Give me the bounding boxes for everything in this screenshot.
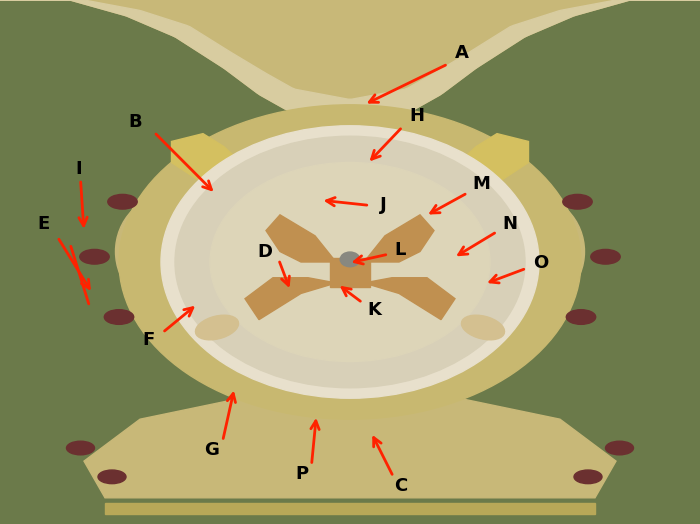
Ellipse shape	[574, 470, 602, 484]
Text: A: A	[455, 45, 469, 62]
Ellipse shape	[195, 315, 239, 340]
Ellipse shape	[66, 441, 94, 455]
Text: G: G	[204, 441, 219, 458]
Ellipse shape	[108, 194, 137, 209]
Ellipse shape	[119, 105, 581, 419]
Text: M: M	[473, 176, 491, 193]
Polygon shape	[364, 215, 434, 262]
Text: J: J	[380, 196, 387, 214]
Polygon shape	[330, 258, 370, 287]
Circle shape	[340, 252, 360, 267]
Ellipse shape	[80, 249, 109, 264]
Polygon shape	[458, 134, 528, 196]
Polygon shape	[364, 278, 455, 320]
Ellipse shape	[591, 249, 620, 264]
Ellipse shape	[606, 441, 634, 455]
Text: K: K	[368, 301, 382, 319]
Text: O: O	[533, 254, 548, 272]
Ellipse shape	[116, 194, 228, 309]
Polygon shape	[105, 503, 595, 514]
Text: C: C	[394, 477, 407, 495]
Polygon shape	[84, 388, 616, 498]
Polygon shape	[326, 34, 374, 89]
Ellipse shape	[461, 315, 505, 340]
Ellipse shape	[98, 470, 126, 484]
Ellipse shape	[563, 194, 592, 209]
Ellipse shape	[175, 136, 525, 388]
Text: F: F	[142, 331, 155, 348]
Text: L: L	[395, 242, 406, 259]
Polygon shape	[266, 215, 336, 262]
Polygon shape	[172, 134, 242, 196]
Text: N: N	[502, 215, 517, 233]
Text: E: E	[37, 215, 50, 233]
Text: D: D	[257, 243, 272, 260]
Ellipse shape	[161, 126, 539, 398]
Ellipse shape	[566, 310, 596, 324]
Text: I: I	[75, 160, 82, 178]
Ellipse shape	[473, 194, 584, 309]
Polygon shape	[245, 278, 336, 320]
Ellipse shape	[210, 162, 490, 362]
Text: P: P	[296, 465, 309, 483]
Ellipse shape	[104, 310, 134, 324]
Text: B: B	[128, 113, 142, 130]
Text: H: H	[409, 107, 424, 125]
